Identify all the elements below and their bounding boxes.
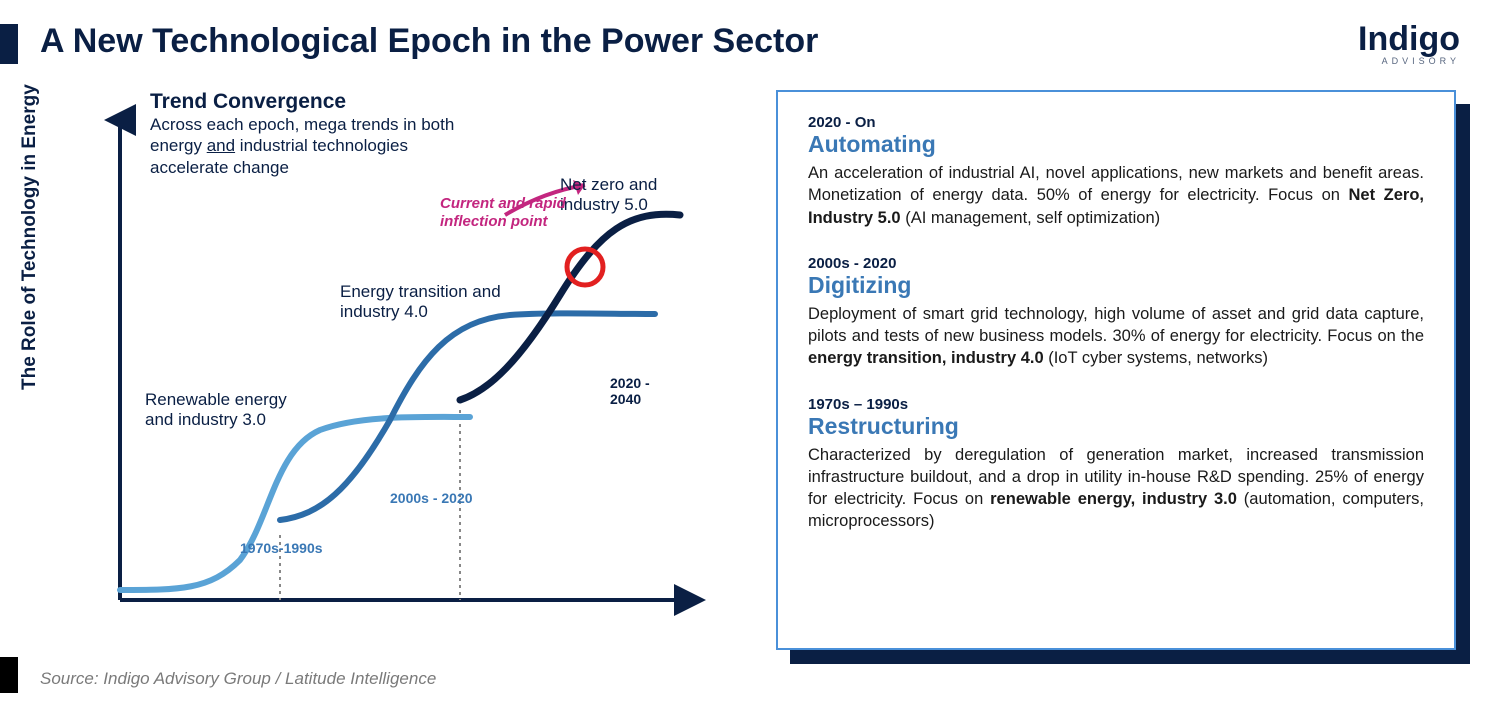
epoch-restructuring: 1970s – 1990s Restructuring Characterize… [808,396,1424,533]
epoch-period: 1970s – 1990s [808,396,1424,413]
curve-label-3: Net zero and industry 5.0 [560,175,700,216]
logo-text: Indigo [1358,22,1460,56]
chart-container: The Role of Technology in Energy Trend C… [40,90,720,650]
epoch-digitizing: 2000s - 2020 Digitizing Deployment of sm… [808,255,1424,370]
page-title: A New Technological Epoch in the Power S… [40,22,818,61]
epoch-period: 2000s - 2020 [808,255,1424,272]
inflection-label: Current and rapid inflection point [440,195,580,231]
period-tag-3: 2020 - 2040 [610,375,670,407]
y-axis-label: The Role of Technology in Energy [19,84,41,390]
epoch-desc: An acceleration of industrial AI, novel … [808,162,1424,229]
curve-label-1: Renewable energy and industry 3.0 [145,390,295,431]
period-tag-2: 2000s - 2020 [390,490,473,506]
source-citation: Source: Indigo Advisory Group / Latitude… [40,669,436,689]
brand-logo: Indigo ADVISORY [1358,22,1460,66]
title-accent-bar [0,24,18,64]
epochs-panel: 2020 - On Automating An acceleration of … [776,90,1456,650]
epoch-automating: 2020 - On Automating An acceleration of … [808,114,1424,229]
epoch-name: Restructuring [808,413,1424,440]
footer-accent-bar [0,657,18,693]
curve-label-2: Energy transition and industry 4.0 [340,282,510,323]
epoch-period: 2020 - On [808,114,1424,131]
epoch-desc: Deployment of smart grid technology, hig… [808,303,1424,370]
period-tag-1: 1970s-1990s [240,540,323,556]
logo-subtext: ADVISORY [1358,56,1460,66]
epoch-name: Digitizing [808,272,1424,299]
epoch-name: Automating [808,131,1424,158]
epoch-desc: Characterized by deregulation of generat… [808,444,1424,533]
